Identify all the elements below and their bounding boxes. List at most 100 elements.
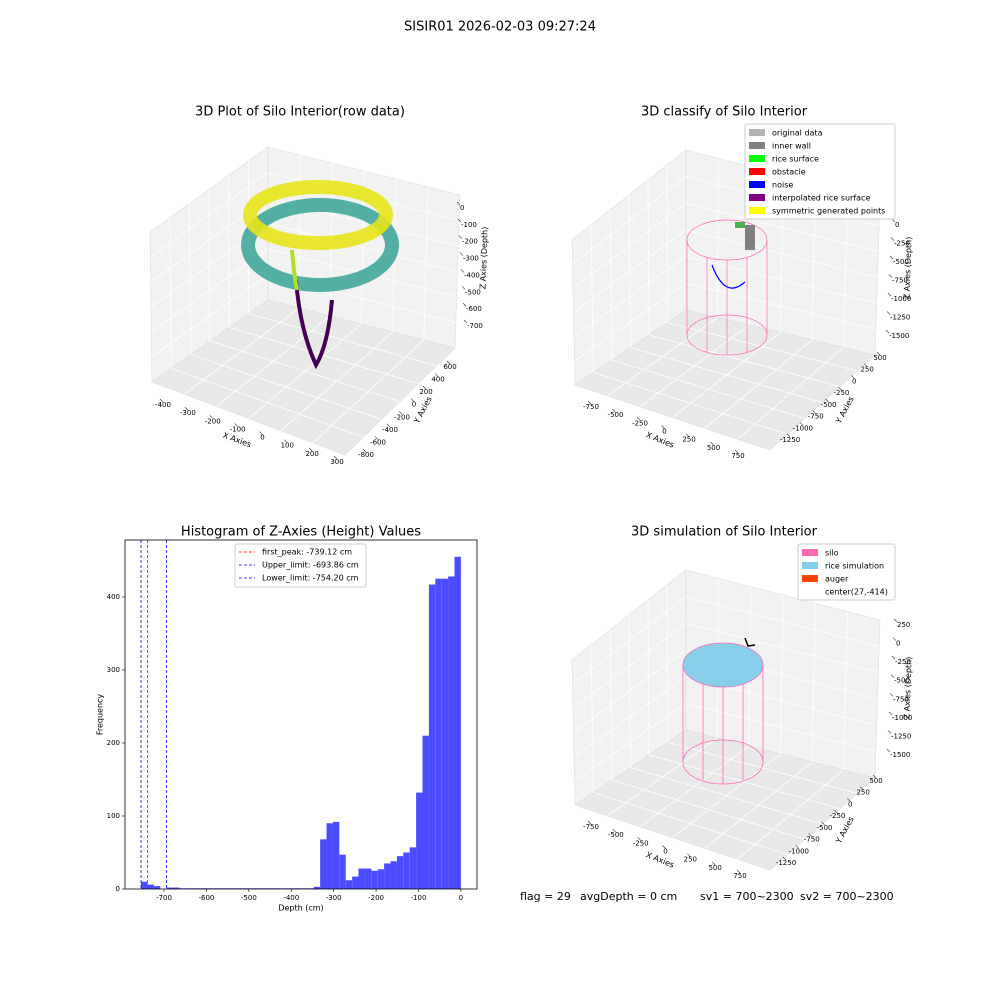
tick-mark: [863, 363, 868, 367]
legend-label: auger: [825, 575, 849, 584]
bar: [390, 861, 397, 889]
tick-mark: [662, 845, 666, 849]
bar: [377, 869, 385, 889]
z-tick-label: -250: [895, 658, 911, 666]
bar: [320, 839, 327, 889]
legend-swatch: [749, 155, 765, 162]
bar: [326, 823, 333, 889]
bar: [428, 584, 436, 889]
tick-mark: [159, 398, 164, 403]
chart-title: Histogram of Z-Axies (Height) Values: [181, 525, 421, 540]
tick-mark: [362, 448, 367, 453]
x-tick-label: -500: [608, 411, 624, 419]
silo-simulation: [682, 637, 764, 785]
tick-mark: [209, 415, 213, 419]
tick-mark: [851, 375, 855, 379]
z-tick-label: 0: [896, 640, 900, 648]
tick-mark: [799, 422, 804, 426]
y-tick-label: -750: [804, 836, 820, 844]
axes-3d: [571, 569, 881, 871]
tick-mark: [891, 655, 896, 660]
tick-mark: [446, 360, 451, 365]
tick-mark: [890, 674, 895, 678]
y-tick-label: 600: [443, 363, 456, 371]
pane-grid: [685, 282, 876, 330]
legend-label: obstacle: [772, 168, 806, 177]
tick-mark: [687, 853, 691, 857]
x-tick-label: 250: [684, 856, 697, 864]
tick-mark: [786, 433, 791, 438]
y-tick-label: 400: [431, 376, 444, 384]
x-tick-label: -250: [633, 839, 649, 847]
tick-mark: [434, 373, 439, 377]
x-axis-label: X Axies: [645, 850, 676, 869]
tick-mark: [422, 385, 427, 390]
bar: [409, 847, 417, 889]
y-tick-label: 100: [107, 812, 120, 820]
tick-mark: [838, 386, 842, 391]
z-tick-label: -700: [467, 322, 483, 330]
legend-swatch: [749, 194, 765, 201]
x-tick-label: -400: [283, 894, 299, 902]
pane-grid: [737, 347, 844, 440]
x-tick-label: -200: [205, 417, 221, 425]
legend-label: Upper_limit: -693.86 cm: [262, 561, 359, 570]
legend-label: Lower_limit: -754.20 cm: [262, 574, 359, 583]
tick-mark: [587, 400, 592, 405]
x-axis-label: Depth (cm): [278, 904, 323, 913]
tick-mark: [795, 845, 800, 849]
bar: [313, 886, 321, 889]
tick-mark: [890, 237, 895, 241]
z-tick-label: -750: [892, 277, 908, 285]
tick-mark: [460, 269, 465, 273]
y-tick-label: -400: [382, 426, 398, 434]
tick-mark: [661, 425, 665, 429]
tick-mark: [398, 411, 403, 415]
y-tick-label: -1250: [780, 436, 800, 444]
legend-swatch: [749, 181, 765, 188]
legend-swatch: [749, 142, 765, 149]
tick-mark: [456, 201, 461, 206]
tick-mark: [847, 798, 851, 802]
pane-grid: [574, 703, 687, 782]
bar: [422, 735, 429, 889]
x-axis-label: X Axies: [222, 431, 253, 450]
x-tick-label: -250: [632, 419, 648, 427]
status-text: sv1 = 700~2300: [700, 890, 794, 903]
z-axis-label: Z Axies (Depth): [902, 237, 913, 300]
tick-mark: [637, 837, 641, 841]
x-tick-label: 0: [663, 848, 667, 856]
x-tick-label: -400: [155, 401, 171, 409]
legend-label: rice surface: [772, 155, 819, 164]
legend-label: symmetric generated points: [772, 207, 885, 216]
tick-mark: [612, 408, 616, 413]
y-tick-label: 300: [107, 666, 120, 674]
x-axis-label: X Axies: [645, 430, 676, 449]
x-tick-label: -700: [156, 894, 172, 902]
legend-label: noise: [772, 181, 793, 190]
y-tick-label: -1250: [776, 859, 796, 867]
legend-label: interpolated rice surface: [772, 194, 870, 203]
legend-swatch: [749, 129, 765, 136]
y-axis-label: Frequency: [96, 694, 105, 736]
legend-swatch: [749, 207, 765, 214]
tick-mark: [888, 274, 893, 278]
legend-swatch: [802, 549, 818, 556]
x-tick-label: -200: [368, 894, 384, 902]
legend-swatch: [802, 562, 818, 569]
bar: [166, 887, 174, 889]
legend-box: [744, 123, 896, 220]
tick-mark: [887, 730, 892, 734]
plot-frame: [124, 539, 478, 890]
y-tick-label: -750: [808, 413, 824, 421]
y-tick-label: 400: [107, 593, 120, 601]
tick-mark: [885, 329, 890, 334]
x-tick-label: 0: [459, 894, 463, 902]
tick-mark: [457, 218, 462, 223]
tick-mark: [284, 439, 288, 443]
x-tick-label: -750: [583, 823, 599, 831]
y-tick-label: 250: [856, 789, 869, 797]
y-axis-label: Y Axies: [834, 395, 856, 426]
tick-mark: [184, 406, 189, 411]
tick-mark: [612, 828, 617, 833]
